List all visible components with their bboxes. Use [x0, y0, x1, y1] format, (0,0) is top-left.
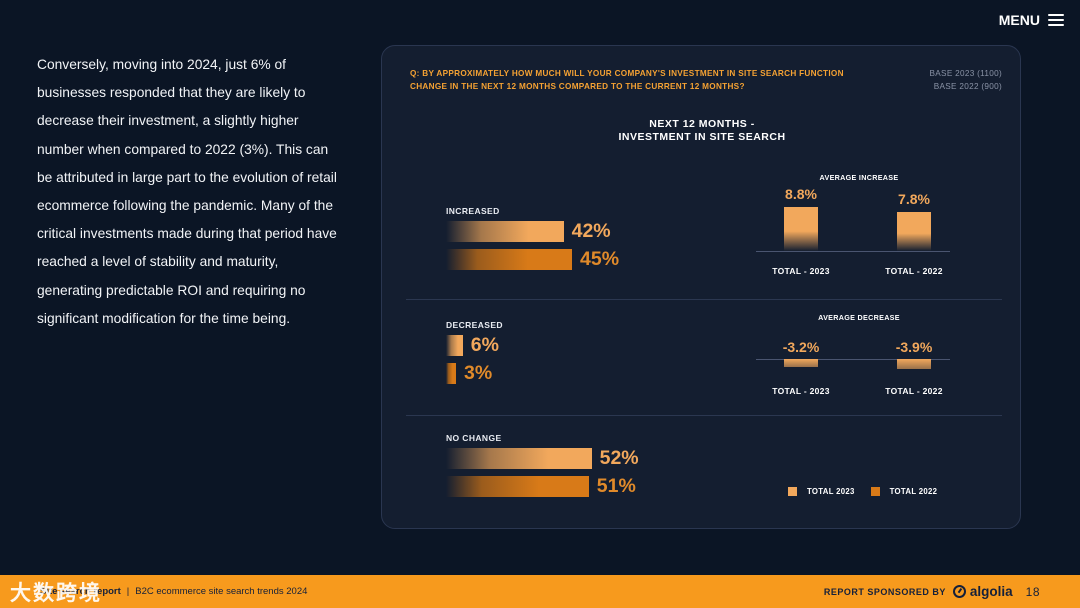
avg-label-average-increase-1: TOTAL - 2022 [885, 266, 943, 276]
legend-swatch-2023 [788, 487, 797, 496]
footer-separator: | [126, 586, 130, 597]
menu-label: MENU [998, 12, 1040, 28]
algolia-icon [952, 585, 966, 598]
base-2022: BASE 2022 (900) [933, 81, 1002, 91]
footer-bar: Site search report | B2C ecommerce site se… [0, 575, 1080, 608]
bar-no-change-2022 [446, 476, 589, 497]
legend-item-2023: TOTAL 2023 [788, 487, 855, 496]
bar-decreased-2022 [446, 363, 456, 384]
footer-sponsor: REPORT SPONSORED BY algolia 18 [824, 584, 1040, 599]
bar-increased-2022 [446, 249, 572, 270]
chart-panel: Q: By approximately how much will your c… [381, 45, 1021, 529]
chart-legend: TOTAL 2023 TOTAL 2022 [788, 487, 937, 496]
avg-bar-average-increase-1 [897, 212, 931, 251]
body-paragraph: Conversely, moving into 2024, just 6% of… [37, 57, 337, 326]
bar-value-decreased-2022: 3% [464, 362, 493, 384]
footer-report-title: Site search report [40, 586, 121, 597]
bar-value-increased-2022: 45% [580, 248, 620, 270]
bar-value-no-change-2023: 52% [599, 447, 639, 469]
legend-swatch-2022 [870, 487, 880, 496]
avg-bar-average-decrease-0 [784, 359, 818, 367]
legend-item-2022: TOTAL 2022 [870, 487, 938, 496]
bar-value-increased-2023: 42% [571, 220, 611, 242]
avg-value-average-increase-0: 8.8% [785, 186, 817, 202]
hamburger-icon [1048, 14, 1064, 26]
bar-value-decreased-2023: 6% [470, 334, 499, 356]
base-2023: BASE 2023 (1100) [929, 69, 1002, 78]
avg-label-average-decrease-0: TOTAL - 2023 [772, 386, 830, 396]
footer-subtitle: B2C ecommerce site search trends 2024 [135, 586, 308, 597]
avg-baseline-average-decrease [756, 359, 950, 360]
footer-report-info: Site search report | B2C ecommerce site se… [40, 586, 307, 597]
survey-question: Q: By approximately how much will your c… [410, 69, 844, 91]
bar-no-change-2023 [446, 448, 592, 469]
avg-bar-average-decrease-1 [897, 359, 931, 369]
avg-title-average-increase: AVERAGE INCREASE [819, 173, 899, 182]
legend-label-2022: TOTAL 2022 [889, 487, 938, 496]
section-divider [406, 299, 1002, 300]
chart-title: NEXT 12 MONTHS - INVESTMENT IN SITE SEAR… [382, 118, 1022, 144]
sponsor-name: algolia [969, 584, 1013, 599]
page-number: 18 [1025, 584, 1040, 599]
avg-bar-average-increase-0 [784, 207, 818, 251]
bar-increased-2023 [446, 221, 564, 242]
avg-label-average-increase-0: TOTAL - 2023 [772, 266, 830, 276]
avg-value-average-decrease-0: -3.2% [782, 339, 820, 355]
chart-title-line2: INVESTMENT IN SITE SEARCH [618, 131, 786, 143]
category-label-decreased: DECREASED [446, 320, 503, 330]
avg-baseline-average-increase [756, 251, 950, 252]
legend-label-2023: TOTAL 2023 [807, 487, 855, 496]
avg-value-average-decrease-1: -3.9% [895, 339, 933, 355]
chart-title-line1: NEXT 12 MONTHS - [649, 118, 755, 130]
category-label-increased: INCREASED [446, 206, 500, 216]
menu-button[interactable]: MENU [999, 12, 1064, 28]
avg-value-average-increase-1: 7.8% [898, 191, 930, 207]
sponsor-logo[interactable]: algolia [952, 584, 1013, 599]
avg-label-average-decrease-1: TOTAL - 2022 [885, 386, 943, 396]
bar-value-no-change-2022: 51% [596, 475, 636, 497]
bar-decreased-2023 [446, 335, 463, 356]
sponsor-label: REPORT SPONSORED BY [823, 586, 946, 597]
section-divider [406, 415, 1002, 416]
base-info: BASE 2023 (1100) BASE 2022 (900) [930, 68, 1002, 93]
category-label-no-change: NO CHANGE [446, 433, 502, 443]
watermark-logo: 大数跨境 [10, 581, 102, 605]
avg-title-average-decrease: AVERAGE DECREASE [818, 313, 900, 322]
